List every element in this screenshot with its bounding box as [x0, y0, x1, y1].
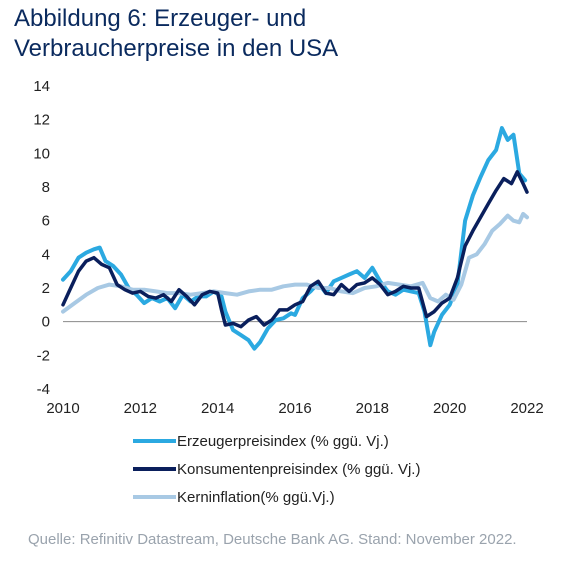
- legend-label: Konsumentenpreisindex (% ggü. Vj.): [177, 461, 420, 478]
- x-tick-label: 2022: [510, 400, 543, 417]
- series-line-kerninflation: [61, 211, 529, 314]
- x-axis: 2010 2012 2014 2016 2018 2020 2022: [46, 321, 544, 417]
- x-tick-label: 2016: [278, 400, 311, 417]
- legend-item: Erzeugerpreisindex (% ggü. Vj.): [133, 433, 389, 450]
- y-axis: 14 12 10 8 6 4 2 0 -2 -4: [33, 78, 50, 398]
- y-tick-label: 2: [42, 280, 50, 297]
- y-tick-label: 10: [33, 145, 50, 162]
- y-tick-label: -4: [37, 381, 50, 398]
- x-tick-label: 2010: [46, 400, 79, 417]
- x-tick-label: 2018: [356, 400, 389, 417]
- legend-label: Erzeugerpreisindex (% ggü. Vj.): [177, 433, 389, 450]
- y-tick-label: 0: [42, 314, 50, 331]
- x-tick-label: 2020: [433, 400, 466, 417]
- legend: Erzeugerpreisindex (% ggü. Vj.) Konsument…: [133, 433, 420, 506]
- series-line-erzeugerpreisindex: [61, 126, 528, 351]
- chart-title: Abbildung 6: Erzeuger- und Verbraucherpr…: [14, 4, 554, 64]
- x-tick-label: 2012: [124, 400, 157, 417]
- y-tick-label: 4: [42, 246, 50, 263]
- legend-label: Kerninflation(% ggü.Vj.): [177, 489, 335, 506]
- legend-item: Kerninflation(% ggü.Vj.): [133, 489, 335, 506]
- line-chart: 14 12 10 8 6 4 2 0 -2 -4 2010 2012 2014 2016 2018 2020…: [33, 78, 544, 506]
- x-tick-label: 2014: [201, 400, 234, 417]
- y-tick-label: 14: [33, 78, 50, 95]
- series-line-konsumentenpreisindex: [61, 170, 529, 329]
- y-tick-label: 12: [33, 112, 50, 129]
- y-tick-label: 6: [42, 213, 50, 230]
- source-note: Quelle: Refinitiv Datastream, Deutsche B…: [28, 531, 517, 548]
- y-tick-label: -2: [37, 347, 50, 364]
- legend-item: Konsumentenpreisindex (% ggü. Vj.): [133, 461, 420, 478]
- y-tick-label: 8: [42, 179, 50, 196]
- chart-title-line-2: Verbraucherpreise in den USA: [14, 35, 339, 62]
- chart-title-line-1: Abbildung 6: Erzeuger- und: [14, 5, 307, 32]
- series-lines: [61, 126, 529, 351]
